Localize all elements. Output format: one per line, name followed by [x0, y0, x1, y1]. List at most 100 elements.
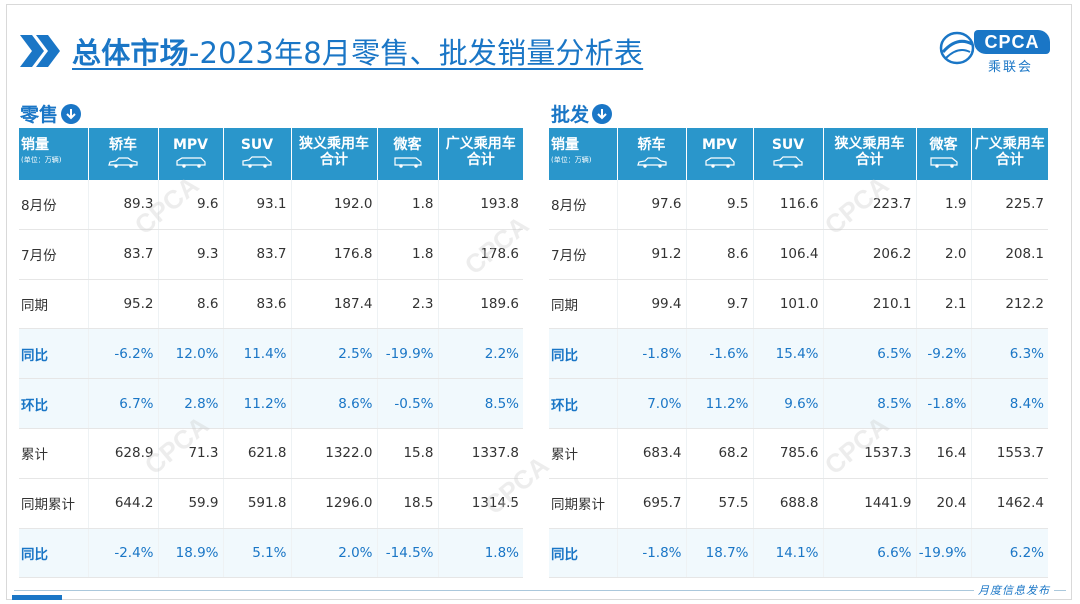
title-row: 总体市场-2023年8月零售、批发销量分析表 [18, 26, 643, 76]
table-cell: 189.6 [438, 279, 523, 330]
header-label-cell: 销量 (单位：万辆) [19, 128, 89, 180]
table-cell: 621.8 [223, 428, 292, 479]
column-header: 微客 [916, 128, 972, 180]
table-cell: 2.5% [291, 328, 378, 380]
table-cell: 83.6 [223, 279, 292, 330]
table-cell: 1.8 [377, 229, 439, 280]
table-cell: 6.2% [971, 528, 1048, 579]
sedan-icon [108, 157, 138, 168]
table-row: 同比 -1.8% 18.7% 14.1% 6.6% -19.9% 6.2% [549, 528, 1048, 579]
row-label: 同期 [549, 279, 618, 330]
table-cell: 695.7 [617, 478, 687, 529]
globe-logo-icon [939, 31, 975, 65]
column-header: 狭义乘用车 合计 [291, 128, 378, 180]
table-cell: 11.4% [223, 328, 292, 380]
header-row: 销量 (单位：万辆) 轿车 MPV SUV 狭义乘用车 合计 微客 广义乘用车 合计 [19, 128, 523, 180]
table-cell: 1462.4 [971, 478, 1048, 529]
table-cell: 7.0% [617, 378, 687, 429]
minivan-icon [929, 157, 958, 168]
table-row: 同比 -1.8% -1.6% 15.4% 6.5% -9.2% 6.3% [549, 328, 1048, 380]
table-cell: 212.2 [971, 279, 1048, 330]
table-cell: 83.7 [88, 229, 159, 280]
table-cell: 12.0% [158, 328, 224, 380]
suv-icon [773, 156, 803, 168]
column-header-label: 微客 [929, 137, 958, 153]
table-cell: 20.4 [916, 478, 972, 529]
table-cell: -9.2% [916, 328, 972, 380]
row-label: 同比 [549, 328, 618, 380]
column-header: MPV [686, 128, 754, 180]
table-cell: 1441.9 [823, 478, 917, 529]
table-cell: 95.2 [88, 279, 159, 330]
row-label: 同比 [19, 328, 89, 380]
row-label: 累计 [19, 428, 89, 479]
page-title: 总体市场-2023年8月零售、批发销量分析表 [72, 30, 643, 72]
footer-line [14, 590, 1066, 591]
table-cell: 591.8 [223, 478, 292, 529]
page-title-bold: 总体市场 [72, 36, 189, 70]
retail-section-label: 零售 [20, 100, 82, 127]
table-cell: 93.1 [223, 180, 292, 230]
header-title: 销量 [21, 137, 49, 153]
table-cell: 106.4 [753, 229, 824, 280]
table-cell: 8.6 [158, 279, 224, 330]
table-cell: 192.0 [291, 180, 378, 230]
table-cell: 1.8% [438, 528, 523, 579]
table-row: 同期累计 695.7 57.5 688.8 1441.9 20.4 1462.4 [549, 478, 1048, 529]
table-cell: 176.8 [291, 229, 378, 280]
table-cell: 683.4 [617, 428, 687, 479]
double-chevron-icon [20, 35, 60, 67]
logo-text: CPCA [974, 30, 1050, 54]
row-label: 7月份 [19, 229, 89, 280]
slide-frame [6, 4, 1072, 600]
table-cell: 2.1 [916, 279, 972, 330]
row-label: 同期累计 [19, 478, 89, 529]
table-cell: 11.2% [223, 378, 292, 429]
table-row: 同期 95.2 8.6 83.6 187.4 2.3 189.6 [19, 279, 523, 330]
row-label: 同比 [549, 528, 618, 579]
header-title: 销量 [551, 137, 579, 153]
table-cell: -1.8% [916, 378, 972, 429]
column-header-line2: 合计 [320, 152, 348, 168]
retail-label-text: 零售 [20, 104, 59, 126]
table-cell: 628.9 [88, 428, 159, 479]
table-row: 7月份 91.2 8.6 106.4 206.2 2.0 208.1 [549, 229, 1048, 280]
table-cell: 8.6 [686, 229, 754, 280]
table-cell: 57.5 [686, 478, 754, 529]
table-cell: -2.4% [88, 528, 159, 579]
column-header: 轿车 [617, 128, 687, 180]
column-header-line2: 合计 [855, 152, 884, 168]
table-cell: 1296.0 [291, 478, 378, 529]
column-header-label: 轿车 [637, 137, 666, 153]
table-cell: 9.6 [158, 180, 224, 230]
table-row: 同比 -2.4% 18.9% 5.1% 2.0% -14.5% 1.8% [19, 528, 523, 579]
row-label: 环比 [549, 378, 618, 429]
table-cell: 59.9 [158, 478, 224, 529]
row-label: 8月份 [19, 180, 89, 230]
table-cell: 225.7 [971, 180, 1048, 230]
table-cell: 210.1 [823, 279, 917, 330]
table-cell: 6.5% [823, 328, 917, 380]
row-label: 同期 [19, 279, 89, 330]
table-cell: 99.4 [617, 279, 687, 330]
suv-icon [242, 156, 272, 168]
column-header-label: MPV [172, 137, 209, 153]
table-cell: 6.3% [971, 328, 1048, 380]
table-cell: 97.6 [617, 180, 687, 230]
table-cell: 18.5 [377, 478, 439, 529]
column-header: MPV [158, 128, 224, 180]
table-cell: 9.7 [686, 279, 754, 330]
table-cell: 8.6% [291, 378, 378, 429]
table-row: 累计 683.4 68.2 785.6 1537.3 16.4 1553.7 [549, 428, 1048, 479]
table-cell: 1.8 [377, 180, 439, 230]
table-row: 8月份 97.6 9.5 116.6 223.7 1.9 225.7 [549, 180, 1048, 230]
column-header-label: SUV [240, 137, 274, 153]
column-header: SUV [223, 128, 292, 180]
table-cell: 15.4% [753, 328, 824, 380]
table-cell: 14.1% [753, 528, 824, 579]
table-cell: 2.2% [438, 328, 523, 380]
table-cell: -1.8% [617, 328, 687, 380]
table-cell: 1337.8 [438, 428, 523, 479]
table-cell: -1.6% [686, 328, 754, 380]
table-cell: 71.3 [158, 428, 224, 479]
